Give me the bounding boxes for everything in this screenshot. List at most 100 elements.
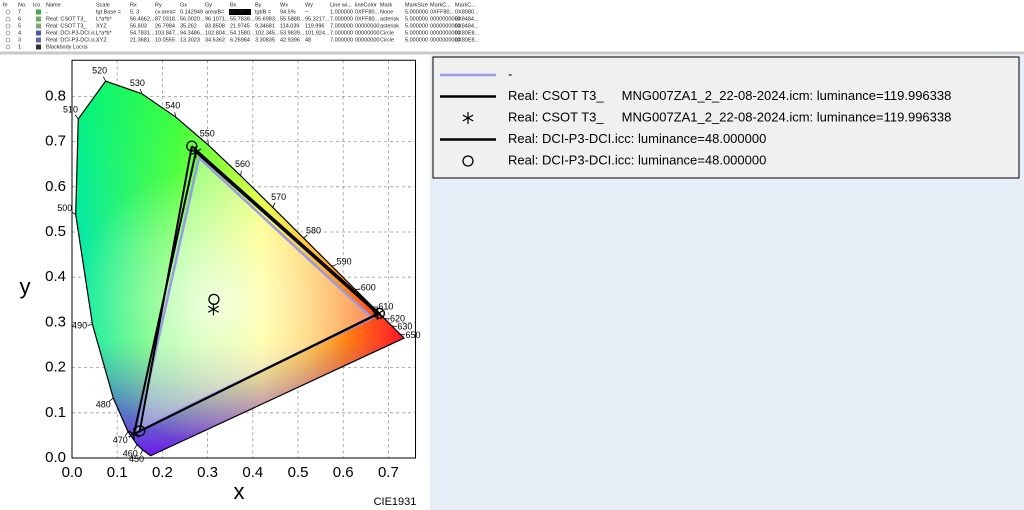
locus-tick [272,202,276,208]
table-cell: Circle [380,37,394,43]
table-cell: 0X80E8... [455,37,480,43]
y-tick-label: 0.1 [45,404,66,421]
table-header: MarkC... [455,2,476,8]
table-header: MarkSize [405,2,428,8]
table-cell: 56.4662... [130,16,155,22]
table-cell: 114.039 [280,23,299,29]
table-cell: 94.5% [280,9,296,15]
table-header: Ico [33,2,40,8]
table-cell: 10.0555 [155,37,175,43]
row-radio [5,44,11,50]
table-cell: 5 [18,23,21,29]
table-cell: 26.7984 [155,23,175,29]
x-tick-label: 0.4 [242,464,263,481]
table-cell: 54.7831... [130,30,155,36]
gamut-area [137,157,373,430]
wavelength-label: 590 [337,257,352,267]
x-tick-label: 0.5 [288,464,309,481]
locus-tick [74,114,79,120]
table-cell: 102.345... [255,30,280,36]
table-header: Line wi... [330,2,352,8]
x-axis-label: x [234,479,245,504]
table-cell: 0000000000 [430,37,461,43]
table-cell: 5.000000 [405,16,428,22]
table-cell: L*a*b* [96,30,112,36]
table-header: lineColor [355,2,377,8]
table-cell: 56.0020... [180,16,205,22]
asterisk-stroke [128,430,140,438]
wavelength-label: 470 [113,435,128,445]
table-cell: 3 [18,37,21,43]
table-cell: 95.3217... [305,16,330,22]
table-cell: 35.262 [180,23,197,29]
table-cell: Real: CSOT T3_ [46,23,87,29]
table-header: Gx [180,2,187,8]
table-cell: XYZ [96,23,107,29]
table-cell: 83.8508 [205,23,225,29]
table-cell: 7.000000 [330,23,353,29]
table-cell: 1.000000 [330,9,353,15]
wavelength-label: 620 [390,314,405,324]
table-cell: 5.000000 [405,30,428,36]
locus-tick [140,449,144,455]
table-cell: 5.000000 [405,37,428,43]
wavelength-label: 520 [92,66,107,76]
table-cell: 9.34681 [255,23,275,29]
chart: 0.0 0.1 0.2 0.3 0.4 0.5 0.6 0.7 0.0 0.1 0.2 0.3 0.4 0… [45,59,421,481]
row-radio [5,30,11,36]
table-cell: cv.area= [155,9,176,15]
asterisk-stroke [462,114,474,122]
table-cell: 55.5888... [280,16,305,22]
table-cell: 95.6983... [255,16,280,22]
table-cell: 94.0% [230,9,246,15]
table-cell: 7 [18,9,21,15]
table-cell: XYZ [96,37,107,43]
legend-marker [462,155,474,167]
table-cell: 1 [18,44,21,50]
wavelength-label: 610 [378,301,393,311]
locus-tick [139,88,143,94]
table-cell: 53.9839... [280,30,305,36]
y-tick-label: 0.6 [45,178,66,195]
table-cell: 5.000000 [405,9,428,15]
row-radio [5,9,11,15]
table-cell: asterisk [380,23,399,29]
x-tick-label: 0.2 [152,464,173,481]
table-cell: 0X8080... [455,9,479,15]
row-icon [36,37,41,43]
wavelength-label: 570 [271,192,286,202]
table-cell: 0000000000 [430,30,461,36]
table-cell: 0X80E8... [455,30,480,36]
row-icon [36,16,41,22]
wavelength-label: 600 [361,282,376,292]
table-panel [0,0,1024,52]
table-cell: Blackbody Locus [46,44,88,50]
table-cell: - [46,9,48,15]
table-cell: 5.000000 [405,23,428,29]
x-tick-label: 0.3 [197,464,218,481]
wavelength-label: 530 [130,78,145,88]
table-cell: 87.0318... [155,16,180,22]
table-cell: ~ [305,9,308,15]
table-header: Mark [380,2,392,8]
table-cell: None [380,9,393,15]
table-cell: 0.142949 [180,9,203,15]
x-tick-label: 0.7 [378,464,399,481]
table-cell: 6.26984 [230,37,250,43]
table-cell: 0XFF80... [355,9,380,15]
table-cell: 54.1580... [230,30,255,36]
table-cell: 48 [305,37,311,43]
wavelength-label: 460 [123,448,138,458]
wavelength-label: 480 [96,399,111,409]
table-cell: 102.804... [205,30,230,36]
table-cell: 119.996 [305,23,324,29]
table-cell: Circle [380,30,394,36]
table-cell: Real: DCI-P3-DCI.ic... [46,37,100,43]
legend-label: Real: CSOT T3_ MNG007ZA1_2_22-08-2024.ic… [508,109,951,124]
table-header: Wy [305,2,313,8]
row-radio [5,23,11,29]
wavelength-label: 550 [200,128,215,138]
wavelength-label: 560 [235,159,250,169]
y-tick-label: 0.0 [45,449,66,466]
table-cell: 5, 3 [130,9,139,15]
